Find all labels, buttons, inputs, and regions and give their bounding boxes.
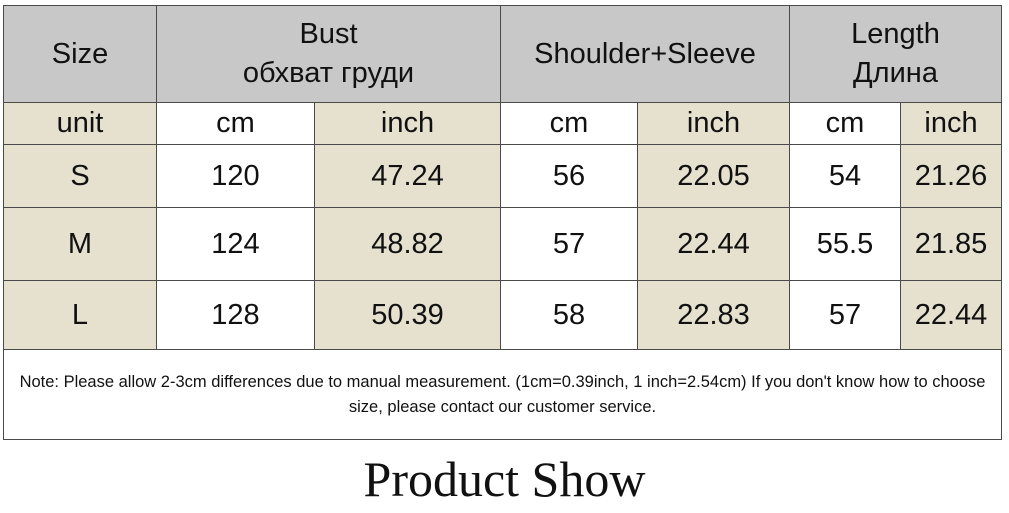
data-cell: 22.44 xyxy=(637,207,790,281)
header-text: Shoulder+Sleeve xyxy=(534,37,756,70)
data-cell: 47.24 xyxy=(314,144,501,208)
data-cell: 57 xyxy=(789,280,901,350)
header-text: Length xyxy=(851,18,940,50)
data-cell: 48.82 xyxy=(314,207,501,281)
unit-cell: inch xyxy=(900,102,1002,145)
data-cell: 56 xyxy=(500,144,638,208)
unit-text: unit xyxy=(56,107,104,139)
header-cell: Shoulder+Sleeve xyxy=(500,5,790,103)
header-cell: Size xyxy=(3,5,157,103)
cell-text: 50.39 xyxy=(371,298,444,331)
cell-text: 128 xyxy=(211,298,260,331)
data-cell: 22.44 xyxy=(900,280,1002,350)
cell-text: S xyxy=(70,159,90,192)
header-cell: Length Длина xyxy=(789,5,1002,103)
unit-cell: inch xyxy=(637,102,790,145)
cell-text: 56 xyxy=(552,159,586,192)
data-cell: 120 xyxy=(156,144,315,208)
data-cell: 57 xyxy=(500,207,638,281)
data-cell: 22.05 xyxy=(637,144,790,208)
cell-text: 57 xyxy=(552,227,586,260)
cell-text: 21.26 xyxy=(914,159,988,192)
cell-text: 54 xyxy=(828,159,862,192)
data-cell: S xyxy=(3,144,157,208)
cell-text: 22.05 xyxy=(677,159,750,192)
unit-text: cm xyxy=(549,107,589,139)
section-title: Product Show xyxy=(363,451,646,507)
unit-text: cm xyxy=(825,107,865,139)
cell-text: L xyxy=(71,298,89,331)
cell-text: 48.82 xyxy=(371,227,444,260)
note-cell: Note: Please allow 2-3cm differences due… xyxy=(3,349,1002,440)
unit-cell: inch xyxy=(314,102,501,145)
data-cell: 21.85 xyxy=(900,207,1002,281)
cell-text: 22.83 xyxy=(677,298,750,331)
data-cell: 54 xyxy=(789,144,901,208)
cell-text: 120 xyxy=(211,159,260,192)
unit-cell: cm xyxy=(500,102,638,145)
cell-text: 124 xyxy=(211,227,260,260)
data-cell: 128 xyxy=(156,280,315,350)
unit-text: inch xyxy=(924,107,978,139)
cell-text: M xyxy=(67,227,93,260)
data-cell: 50.39 xyxy=(314,280,501,350)
cell-text: 58 xyxy=(552,298,586,331)
cell-text: 21.85 xyxy=(914,227,988,260)
unit-text: inch xyxy=(380,107,435,139)
unit-cell: cm xyxy=(789,102,901,145)
data-cell: M xyxy=(3,207,157,281)
header-cell: Bust обхват груди xyxy=(156,5,501,103)
cell-text: 47.24 xyxy=(371,159,444,192)
unit-cell: cm xyxy=(156,102,315,145)
data-cell: 21.26 xyxy=(900,144,1002,208)
data-cell: 124 xyxy=(156,207,315,281)
data-cell: 55.5 xyxy=(789,207,901,281)
cell-text: 22.44 xyxy=(677,227,750,260)
header-text: Size xyxy=(51,37,109,70)
unit-text: inch xyxy=(686,107,741,139)
data-cell: 58 xyxy=(500,280,638,350)
unit-text: cm xyxy=(216,107,255,139)
note-text: Note: Please allow 2-3cm differences due… xyxy=(19,372,986,416)
header-text: Bust xyxy=(299,18,358,50)
cell-text: 57 xyxy=(828,298,862,331)
unit-cell: unit xyxy=(3,102,157,145)
header-text: Длина xyxy=(853,57,938,89)
cell-text: 22.44 xyxy=(914,298,988,331)
header-text: обхват груди xyxy=(242,57,415,89)
data-cell: 22.83 xyxy=(637,280,790,350)
cell-text: 55.5 xyxy=(816,227,874,260)
data-cell: L xyxy=(3,280,157,350)
